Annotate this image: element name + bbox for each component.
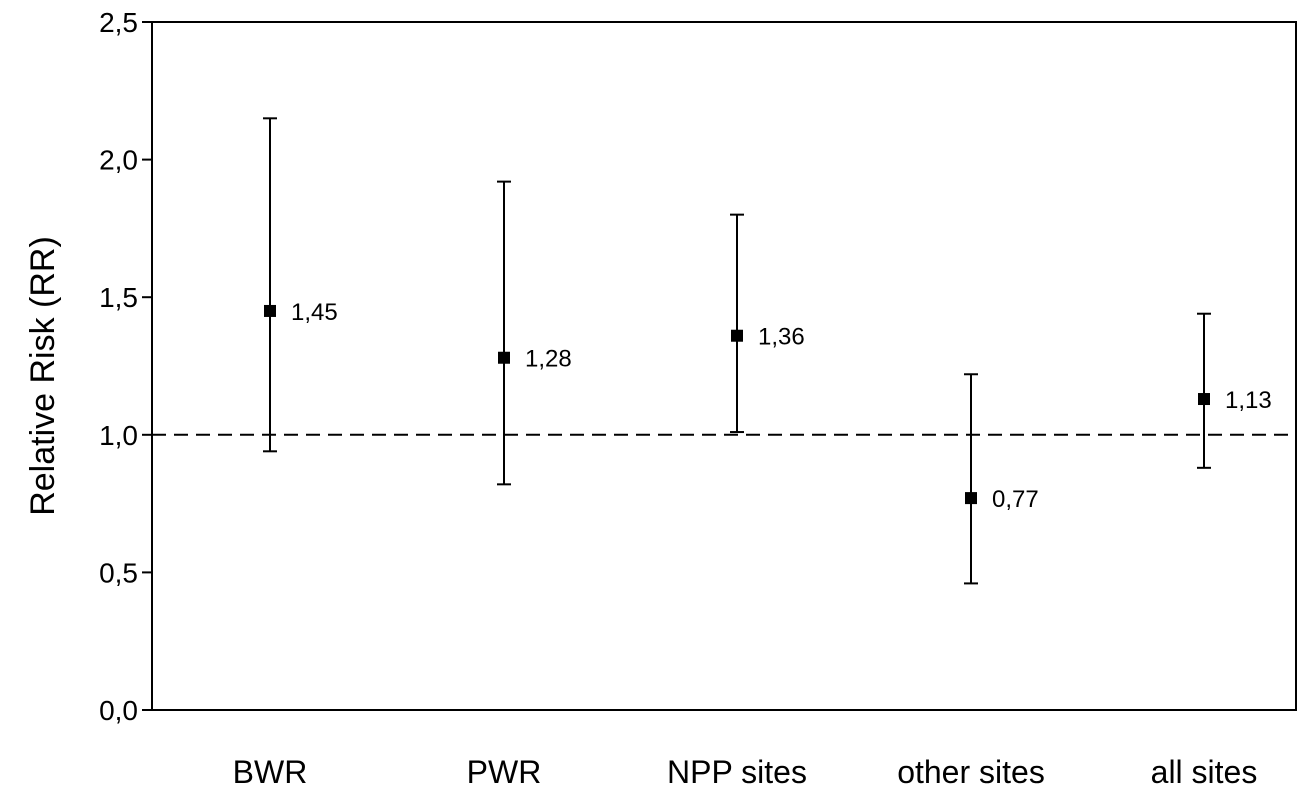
- y-tick-label: 2,5: [99, 7, 138, 38]
- y-tick-label: 1,0: [99, 420, 138, 451]
- y-tick-label: 2,0: [99, 145, 138, 176]
- x-category-label: NPP sites: [667, 754, 807, 789]
- data-label: 0,77: [992, 486, 1039, 513]
- y-tick-label: 0,5: [99, 557, 138, 588]
- data-point: [1198, 393, 1210, 406]
- y-axis-title: Relative Risk (RR): [24, 236, 62, 516]
- x-category-label: BWR: [233, 754, 308, 789]
- x-category-label: PWR: [467, 754, 542, 789]
- data-marks: [263, 117, 1211, 585]
- data-label: 1,45: [291, 299, 338, 326]
- x-category-label: all sites: [1151, 754, 1258, 789]
- data-point: [264, 304, 276, 317]
- x-category-label: other sites: [897, 754, 1045, 789]
- data-label: 1,28: [525, 346, 572, 373]
- data-point: [731, 329, 743, 342]
- data-point: [965, 492, 977, 505]
- y-tick-label: 1,5: [99, 282, 138, 313]
- plot-frame: [151, 21, 1297, 711]
- data-point: [498, 351, 510, 364]
- data-label: 1,13: [1225, 387, 1272, 414]
- y-tick-label: 0,0: [99, 695, 138, 726]
- labels: 1,45 BWR 1,28 PWR 1,36 NPP sites 0,77 other sit…: [233, 299, 1272, 789]
- data-label: 1,36: [758, 324, 805, 351]
- axes: 0,0 0,5 1,0 1,5 2,0 2,5: [99, 7, 1297, 726]
